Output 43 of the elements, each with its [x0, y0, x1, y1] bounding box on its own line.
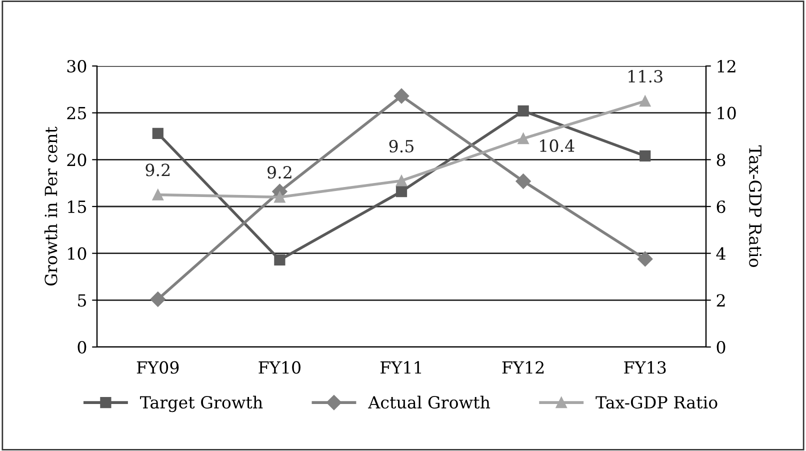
annotation: 9.2 [267, 166, 292, 179]
y2-tick-label: 0 [716, 340, 726, 354]
annotation: 9.5 [389, 140, 414, 153]
point [638, 251, 653, 267]
y-tick-label: 15 [68, 200, 86, 214]
y-tick-label: 25 [67, 106, 86, 120]
y2-axis-title: Tax-GDP Ratio [749, 145, 762, 267]
point [152, 189, 164, 200]
annotation: 9.2 [146, 164, 170, 176]
point [152, 128, 164, 139]
point [396, 175, 408, 186]
x-tick-label: FY11 [380, 361, 422, 374]
y2-tick-label: 12 [718, 60, 736, 72]
annotation: 11.3 [628, 70, 662, 83]
legend-label: Target Growth [140, 396, 263, 412]
y-tick-label: 0 [78, 340, 86, 354]
point [518, 133, 529, 144]
y-tick-label: 30 [67, 60, 86, 73]
legend-label: Tax-GDP Ratio [596, 396, 718, 409]
y-tick-label: 20 [67, 154, 86, 166]
point [516, 174, 531, 189]
legend-label: Actual Growth [368, 396, 490, 409]
point [640, 150, 651, 162]
point [150, 292, 166, 307]
y2-tick-label: 10 [718, 106, 736, 120]
x-tick-label: FY09 [136, 361, 179, 374]
x-tick-label: FY12 [502, 361, 544, 374]
point [274, 192, 286, 203]
y2-tick-label: 4 [716, 247, 726, 260]
y2-tick-label: 2 [716, 294, 725, 306]
y-tick-label: 10 [68, 247, 86, 260]
x-tick-label: FY10 [258, 361, 300, 374]
point [396, 186, 408, 198]
y-axis-title: Growth in Per cent [44, 126, 58, 286]
y2-tick-label: 8 [716, 154, 726, 166]
point [518, 105, 529, 117]
point [394, 88, 410, 104]
point [274, 254, 286, 266]
annotation: 10.4 [540, 139, 574, 152]
point [640, 96, 651, 107]
y2-tick-label: 6 [716, 200, 726, 214]
x-tick-label: FY13 [624, 361, 666, 374]
y-tick-label: 5 [78, 294, 86, 307]
